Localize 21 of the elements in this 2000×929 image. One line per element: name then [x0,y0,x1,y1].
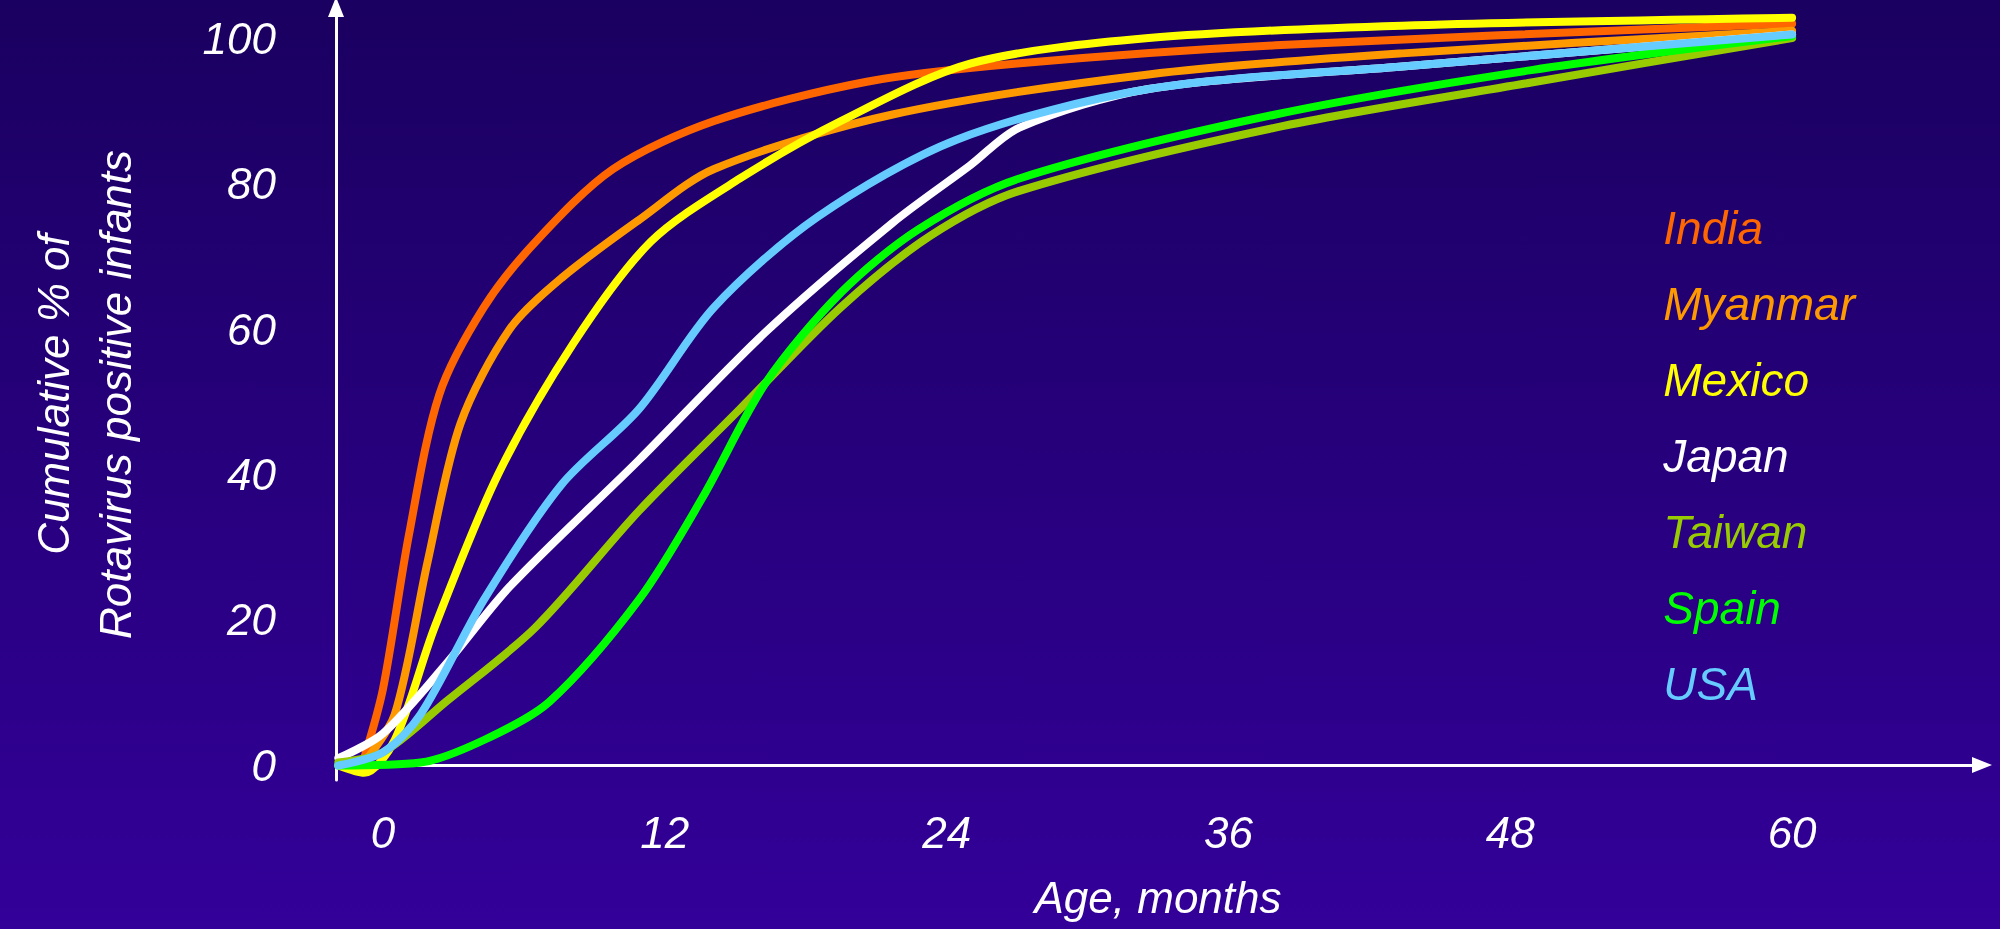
text: Mexico [1663,354,1810,406]
y-tick-label: 40 [227,450,277,500]
x-tick-label: 48 [1485,807,1536,857]
text: Taiwan [1663,506,1808,558]
y-axis-title: Cumulative % of Rotavirus positive infants [28,149,140,640]
x-axis-title: Age, months [1031,872,1282,922]
text: Japan [1662,430,1789,482]
x-tick-label: 12 [640,807,690,857]
x-tick-label: 36 [1203,807,1254,857]
text: Myanmar [1663,278,1857,330]
y-tick-label: 60 [227,304,277,354]
y-tick-label: 80 [227,159,277,209]
y-tick-label: 20 [226,595,277,645]
y-tick-label: 100 [202,13,277,63]
y-tick-label: 0 [251,740,277,790]
x-tick-label: 60 [1767,807,1818,857]
text: USA [1663,658,1758,710]
text: Spain [1663,582,1781,634]
x-tick-label: 0 [370,807,396,857]
x-tick-label: 24 [921,807,972,857]
text: India [1663,202,1764,254]
